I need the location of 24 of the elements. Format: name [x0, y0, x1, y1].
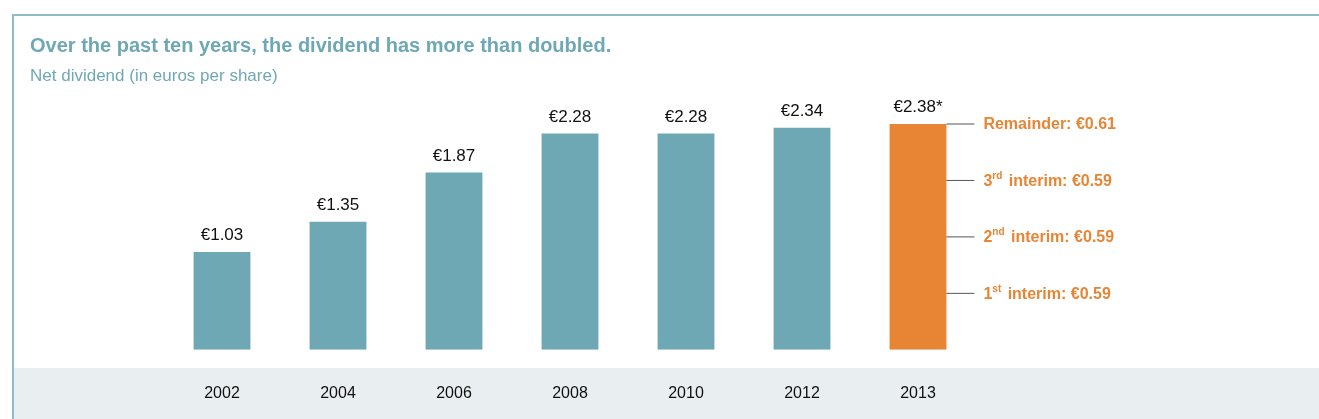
bar	[773, 127, 831, 350]
x-tick-label: 2010	[668, 383, 704, 401]
data-label: €1.87	[432, 145, 476, 165]
data-label: €1.03	[200, 225, 244, 245]
x-tick-label: 2006	[436, 383, 472, 401]
bar	[889, 124, 947, 350]
data-label: €2.28	[548, 106, 592, 126]
chart-title: Over the past ten years, the dividend has more than doubled.	[30, 34, 612, 57]
chart-subtitle: Net dividend (in euros per share)	[30, 66, 278, 86]
x-tick-label: 2004	[320, 383, 356, 401]
data-label: €2.34	[780, 100, 824, 120]
x-tick-label: 2008	[552, 383, 588, 401]
bar	[193, 252, 251, 350]
text: Remainder: €0.61	[983, 115, 1117, 133]
bar	[309, 221, 367, 350]
data-label: €2.38*	[893, 97, 943, 117]
x-tick-label: 2013	[900, 383, 936, 401]
bar	[541, 133, 599, 350]
data-label: €1.35	[316, 194, 360, 214]
x-tick-label: 2002	[204, 383, 240, 401]
x-tick-label: 2012	[784, 383, 820, 401]
data-label: €2.28	[664, 106, 708, 126]
bar	[425, 172, 483, 350]
bar	[657, 133, 715, 350]
